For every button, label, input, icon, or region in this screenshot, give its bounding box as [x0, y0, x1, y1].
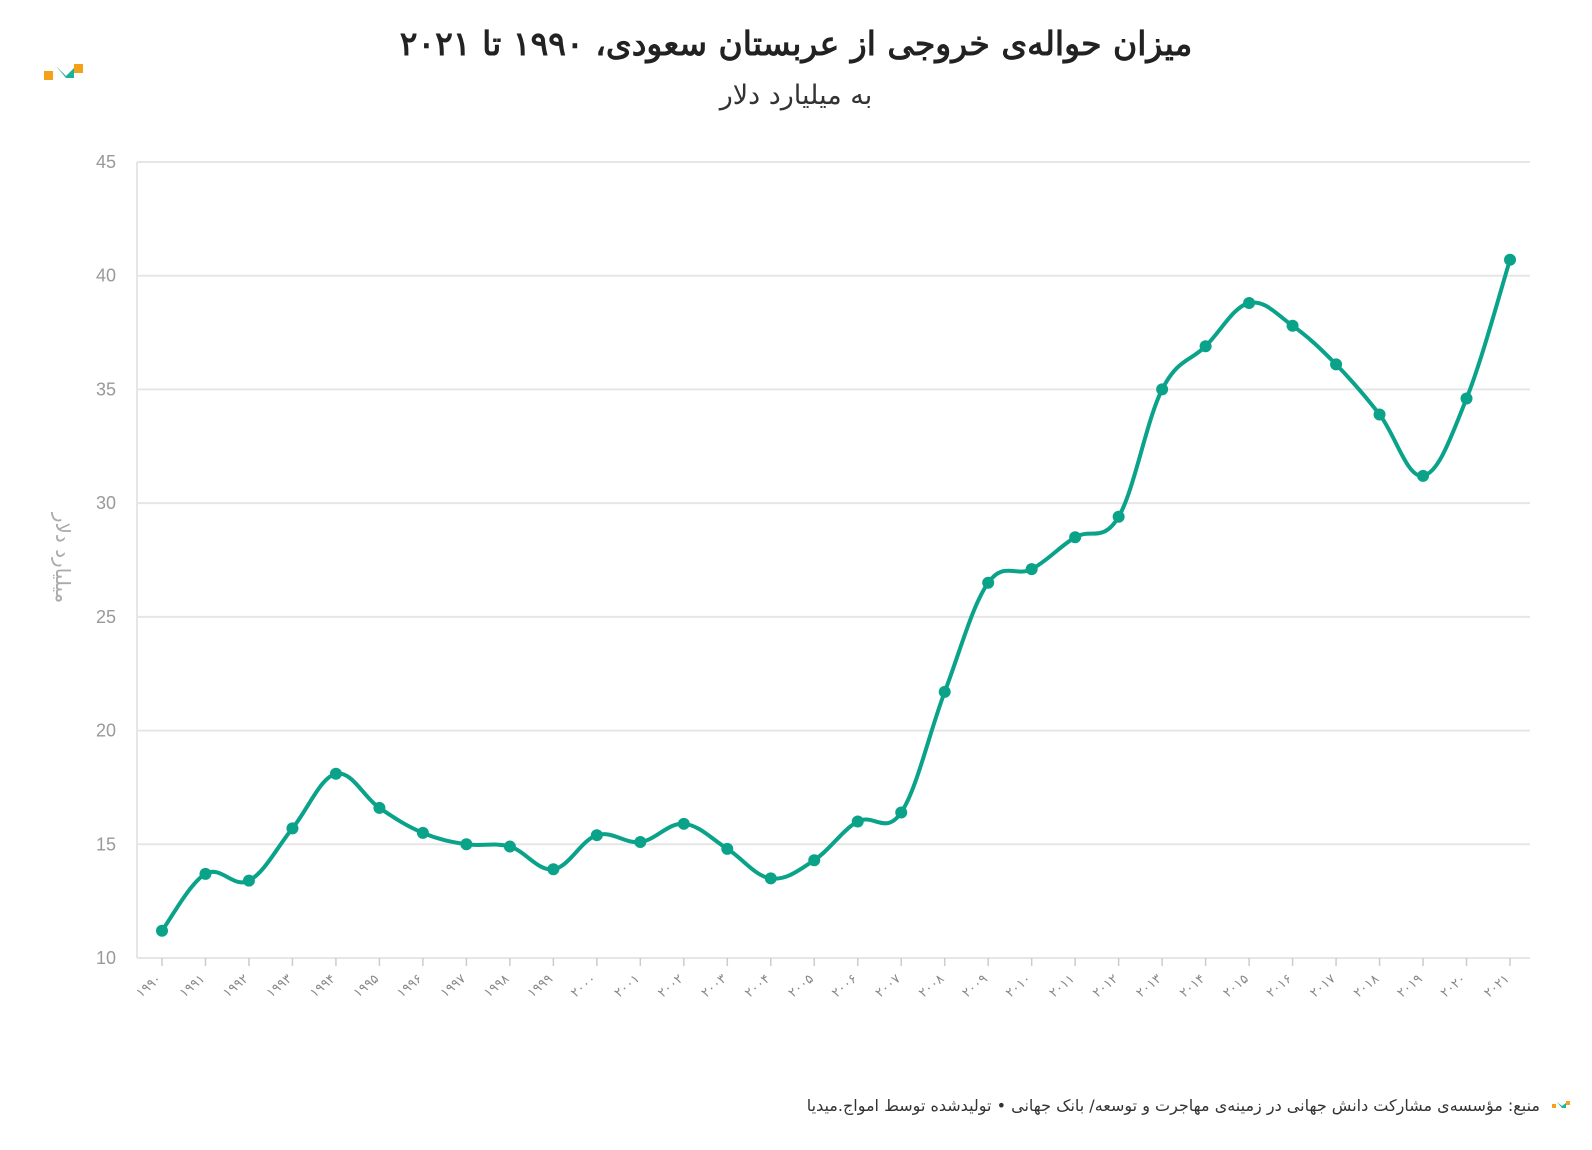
y-tick-label: 35 — [96, 379, 116, 399]
data-point — [1460, 392, 1473, 405]
x-tick-label: ۱۹۹۷ — [438, 972, 469, 1001]
data-point — [982, 576, 995, 589]
data-points — [156, 253, 1516, 937]
data-point — [1069, 531, 1082, 544]
data-point — [503, 840, 516, 853]
x-tick-label: ۲۰۰۱ — [612, 972, 643, 1001]
chart-title: میزان حواله‌ی خروجی از عربستان سعودی، ۱۹… — [399, 24, 1193, 63]
x-tick-label: ۲۰۰۸ — [916, 972, 947, 1001]
data-point — [938, 685, 951, 698]
data-point — [764, 872, 777, 885]
data-point — [895, 806, 908, 819]
y-axis-label: میلیارد دلار — [51, 512, 75, 603]
x-axis-ticks: ۱۹۹۰ ۱۹۹۱ ۱۹۹۲ ۱۹۹۳ ۱۹۹۴ ۱۹۹۵ ۱۹۹۶ ۱۹۹۷ ۱۹۹۸ ۱۹۹۹… — [134, 958, 1513, 1001]
data-point — [851, 815, 864, 828]
x-tick-label: ۲۰۰۲ — [655, 972, 686, 1001]
grid-lines — [136, 161, 1530, 959]
data-point — [199, 867, 212, 880]
x-tick-label: ۱۹۹۵ — [351, 972, 382, 1001]
data-point — [1112, 510, 1125, 523]
y-tick-label: 20 — [96, 721, 116, 741]
footer-logo-icon — [1552, 1101, 1570, 1108]
data-point — [1025, 563, 1038, 576]
x-tick-label: ۱۹۹۶ — [394, 972, 425, 1001]
source-footnote: منبع: مؤسسه‌ی مشارکت دانش جهانی در زمینه… — [806, 1096, 1540, 1115]
x-tick-label: ۱۹۹۳ — [264, 972, 295, 1001]
x-tick-label: ۱۹۹۲ — [220, 972, 251, 1001]
data-point — [721, 842, 734, 855]
x-tick-label: ۲۰۲۰ — [1438, 972, 1469, 1001]
x-tick-label: ۲۰۰۵ — [786, 972, 817, 1001]
chart-subtitle: به میلیارد دلار — [719, 80, 873, 111]
data-point — [547, 863, 560, 876]
x-tick-label: ۲۰۱۲ — [1090, 972, 1121, 1001]
data-point — [1373, 408, 1386, 421]
x-tick-label: ۲۰۰۳ — [699, 972, 730, 1001]
y-tick-label: 25 — [96, 607, 116, 627]
x-tick-label: ۱۹۹۸ — [481, 972, 512, 1001]
data-point — [329, 767, 342, 780]
x-tick-label: ۱۹۹۱ — [177, 972, 208, 1001]
x-tick-label: ۲۰۱۳ — [1134, 972, 1165, 1001]
y-tick-label: 10 — [96, 948, 116, 968]
data-point — [677, 817, 690, 830]
x-tick-label: ۲۰۱۴ — [1177, 972, 1208, 1001]
data-point — [1504, 253, 1516, 266]
brand-logo-icon — [44, 64, 83, 80]
series-line — [160, 257, 1512, 933]
data-point — [634, 836, 647, 849]
x-tick-label: ۲۰۱۸ — [1351, 972, 1382, 1001]
data-point — [416, 826, 429, 839]
data-point — [1243, 297, 1256, 310]
x-tick-label: ۱۹۹۹ — [525, 972, 556, 1001]
x-tick-label: ۲۰۰۷ — [873, 972, 904, 1001]
x-tick-label: ۲۰۱۱ — [1047, 972, 1078, 1001]
x-tick-label: ۲۰۲۱ — [1482, 972, 1513, 1001]
x-tick-label: ۱۹۹۴ — [307, 972, 338, 1001]
x-tick-label: ۱۹۹۰ — [134, 972, 165, 1001]
x-tick-label: ۲۰۱۶ — [1264, 972, 1295, 1001]
data-point — [1199, 340, 1212, 353]
data-point — [1417, 469, 1430, 482]
x-tick-label: ۲۰۰۶ — [829, 972, 860, 1001]
data-point — [1156, 383, 1169, 396]
y-tick-label: 15 — [96, 834, 116, 854]
data-point — [1330, 358, 1343, 371]
x-tick-label: ۲۰۰۰ — [568, 972, 599, 1001]
x-tick-label: ۲۰۰۹ — [960, 972, 991, 1001]
data-point — [460, 838, 473, 851]
data-point — [373, 801, 386, 814]
data-point — [286, 822, 299, 835]
x-tick-label: ۲۰۱۵ — [1221, 972, 1252, 1001]
x-tick-label: ۲۰۱۹ — [1395, 972, 1426, 1001]
data-point — [156, 924, 168, 937]
y-tick-label: 45 — [96, 152, 116, 172]
data-point — [1286, 319, 1299, 332]
data-point — [590, 829, 603, 842]
y-tick-label: 30 — [96, 493, 116, 513]
data-point — [242, 874, 255, 887]
data-point — [808, 854, 821, 867]
y-tick-label: 40 — [96, 266, 116, 286]
x-tick-label: ۲۰۱۰ — [1003, 972, 1034, 1001]
x-tick-label: ۲۰۰۴ — [742, 972, 773, 1001]
x-tick-label: ۲۰۱۷ — [1308, 972, 1339, 1001]
y-axis-ticks: 10 15 20 25 30 35 40 45 — [96, 152, 116, 968]
